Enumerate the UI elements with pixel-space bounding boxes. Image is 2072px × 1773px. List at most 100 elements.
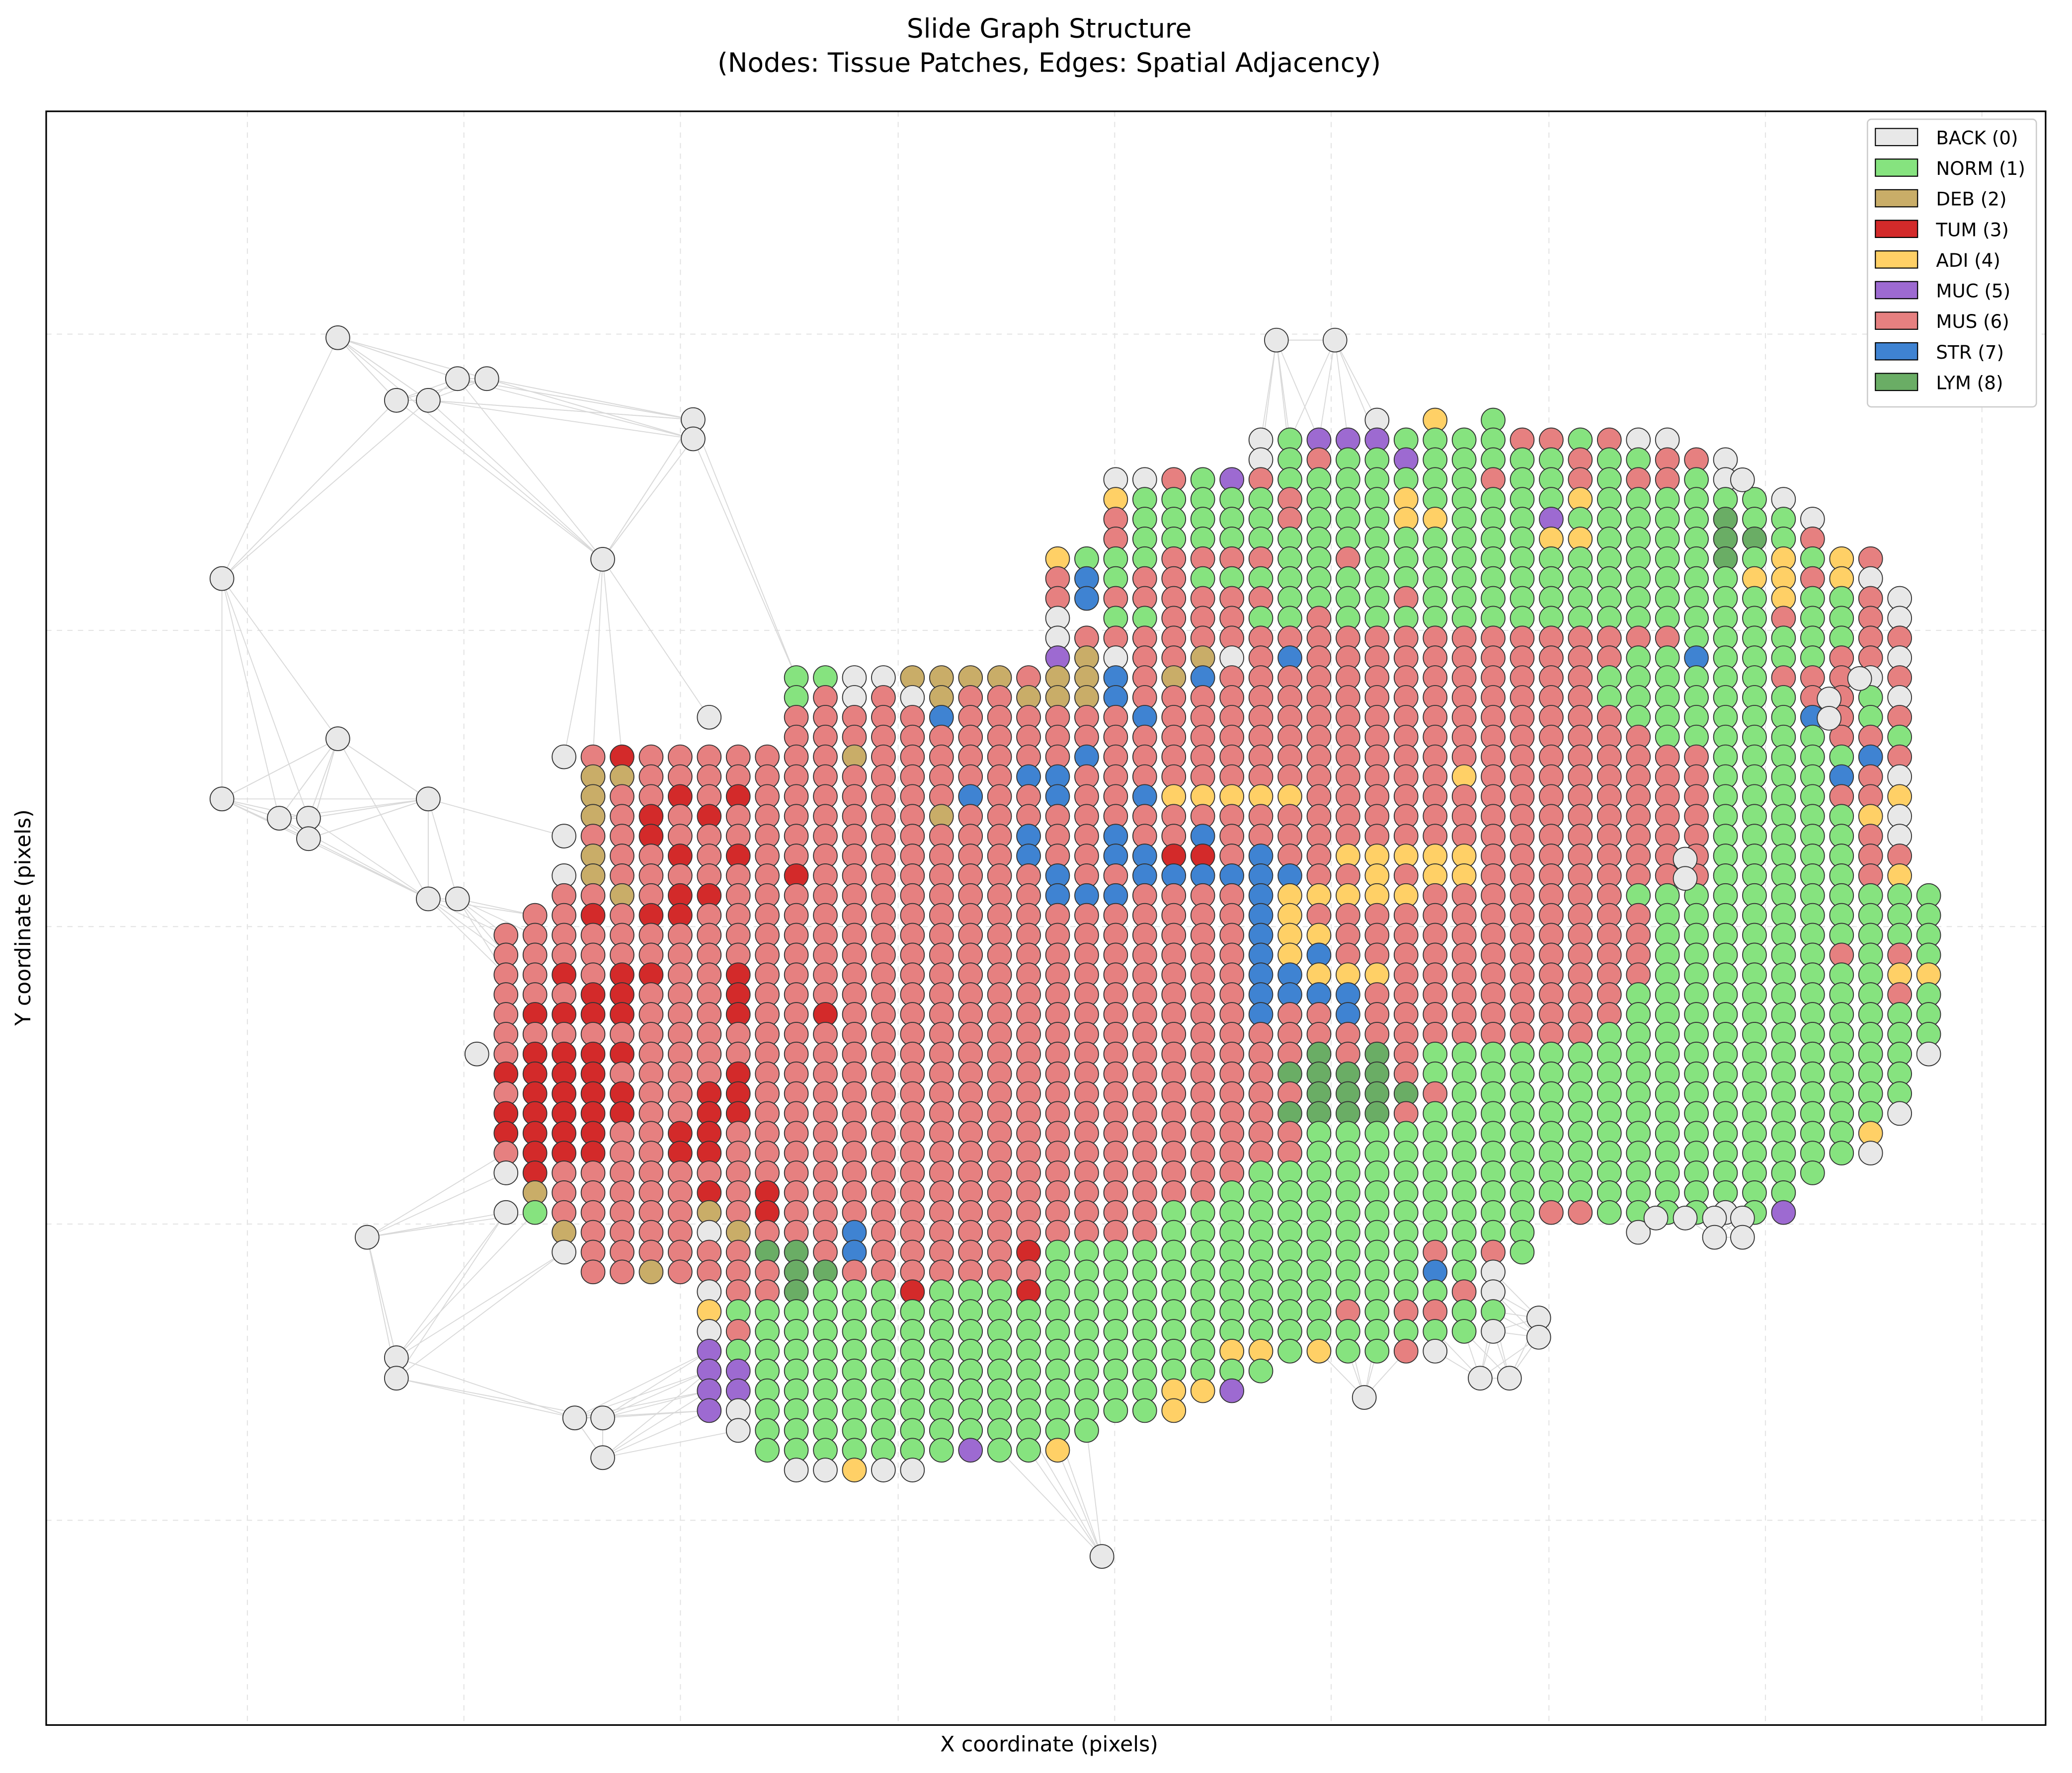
- graph-node: [958, 1438, 983, 1463]
- graph-node: [1916, 1041, 1941, 1067]
- plot-frame: [45, 110, 2047, 1726]
- chart-subtitle: (Nodes: Tissue Patches, Edges: Spatial A…: [717, 47, 1381, 78]
- graph-node: [1190, 1378, 1215, 1403]
- graph-node: [590, 1405, 615, 1431]
- graph-edge: [428, 898, 506, 956]
- graph-node: [1132, 1398, 1157, 1423]
- graph-edge: [486, 378, 694, 420]
- graph-node: [681, 426, 706, 452]
- graph-node: [1817, 706, 1842, 731]
- graph-node: [384, 1366, 409, 1391]
- graph-node: [493, 1160, 519, 1185]
- graph-node: [1829, 1141, 1854, 1165]
- graph-edge: [337, 337, 603, 560]
- graph-node: [552, 1239, 576, 1265]
- graph-node: [1219, 1378, 1244, 1403]
- graph-edge: [428, 798, 564, 837]
- graph-node: [384, 388, 409, 413]
- graph-edge: [563, 559, 603, 757]
- graph-edge: [396, 1251, 564, 1379]
- graph-node: [552, 824, 576, 848]
- graph-node: [209, 786, 235, 812]
- graph-edge: [602, 1410, 710, 1459]
- graph-node: [1016, 1438, 1041, 1463]
- graph-node: [1074, 1418, 1099, 1443]
- graph-edge: [308, 738, 338, 819]
- legend-label: LYM (8): [1936, 372, 2003, 393]
- graph-node: [1336, 1339, 1360, 1364]
- graph-edge: [428, 400, 603, 560]
- graph-edge: [1086, 1430, 1103, 1557]
- graph-edge: [1057, 1450, 1103, 1557]
- graph-node: [1887, 1101, 1912, 1126]
- graph-node: [1800, 1160, 1825, 1185]
- graph-edge: [427, 798, 458, 899]
- graph-node: [1074, 586, 1099, 611]
- legend-swatch: [1875, 373, 1918, 391]
- graph-node: [1730, 1225, 1755, 1250]
- legend-swatch: [1875, 189, 1918, 208]
- y-axis-label: Y coordinate (pixels): [11, 809, 36, 1026]
- graph-edge: [308, 798, 429, 819]
- legend-swatch: [1875, 128, 1918, 147]
- graph-edge: [337, 738, 429, 899]
- graph-edge: [602, 1390, 710, 1459]
- graph-node: [1089, 1544, 1115, 1569]
- graph-node: [355, 1225, 380, 1250]
- graph-node: [1858, 1141, 1883, 1165]
- graph-node: [1497, 1366, 1522, 1391]
- graph-node: [522, 1200, 548, 1225]
- graph-edge: [574, 1351, 710, 1419]
- graph-edge: [396, 1357, 575, 1419]
- graph-node: [267, 806, 292, 831]
- graph-node: [1264, 327, 1289, 353]
- graph-edge: [602, 1390, 710, 1419]
- graph-edge: [486, 378, 694, 440]
- graph-edge: [457, 898, 535, 916]
- graph-node: [871, 1458, 896, 1482]
- graph-node: [842, 1458, 867, 1482]
- graph-edge: [602, 1430, 738, 1459]
- graph-edge: [1334, 340, 1349, 440]
- legend-swatch: [1875, 281, 1918, 300]
- graph-node: [1277, 1339, 1302, 1364]
- graph-edge: [337, 738, 429, 800]
- graph-edge: [337, 337, 429, 401]
- graph-edge: [308, 838, 429, 900]
- graph-node: [416, 786, 441, 812]
- graph-node: [1161, 1398, 1187, 1423]
- graph-edge: [367, 1153, 506, 1238]
- graph-edge: [428, 898, 506, 975]
- legend-label: ADI (4): [1936, 249, 2000, 271]
- graph-node: [929, 1438, 954, 1463]
- graph-node: [1526, 1325, 1551, 1350]
- graph-node: [1539, 1200, 1564, 1225]
- legend-label: STR (7): [1936, 341, 2004, 363]
- graph-node: [1045, 1438, 1070, 1463]
- graph-edge: [396, 1212, 536, 1358]
- graph-edge: [602, 559, 623, 757]
- graph-node: [590, 547, 615, 572]
- graph-edge: [428, 399, 694, 420]
- graph-node: [296, 826, 321, 851]
- graph-node: [209, 566, 235, 591]
- graph-edge: [222, 798, 309, 840]
- graph-edge: [222, 738, 338, 800]
- graph-edge: [1028, 1450, 1103, 1557]
- graph-node: [1451, 1319, 1477, 1344]
- graph-node: [1393, 1339, 1419, 1364]
- graph-node: [1771, 1200, 1796, 1225]
- legend-label: DEB (2): [1936, 188, 2006, 210]
- graph-node: [562, 1405, 587, 1431]
- graph-edge: [999, 1450, 1103, 1557]
- legend-swatch: [1875, 250, 1918, 269]
- graph-edge: [366, 1237, 397, 1358]
- graph-edge: [221, 578, 309, 819]
- graph-edge: [221, 400, 397, 579]
- graph-edge: [337, 337, 397, 401]
- graph-node: [552, 744, 576, 770]
- graph-nodes: [209, 325, 1941, 1569]
- graph-node: [755, 1438, 780, 1463]
- chart-title: Slide Graph Structure: [907, 13, 1192, 44]
- graph-edge: [693, 419, 797, 678]
